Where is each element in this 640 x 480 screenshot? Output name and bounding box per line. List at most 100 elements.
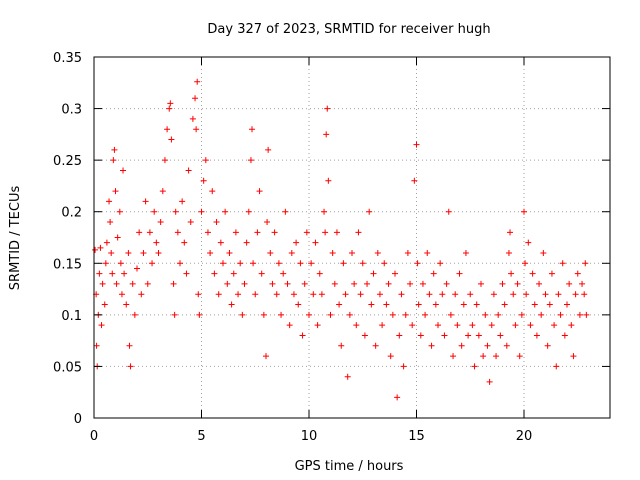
data-point bbox=[415, 301, 422, 308]
data-point bbox=[490, 291, 497, 298]
data-point bbox=[516, 353, 523, 360]
data-point bbox=[211, 270, 218, 277]
data-point bbox=[432, 301, 439, 308]
data-point bbox=[407, 280, 414, 287]
data-point bbox=[118, 291, 125, 298]
data-point bbox=[127, 363, 134, 370]
data-point bbox=[572, 291, 579, 298]
data-point bbox=[260, 311, 267, 318]
data-point bbox=[161, 157, 168, 164]
y-tick-label: 0.25 bbox=[53, 154, 82, 169]
data-point bbox=[523, 291, 530, 298]
data-point bbox=[318, 291, 325, 298]
data-point bbox=[164, 126, 171, 133]
data-point bbox=[329, 249, 336, 256]
data-point bbox=[568, 322, 575, 329]
data-point bbox=[110, 157, 117, 164]
data-point bbox=[493, 353, 500, 360]
data-point bbox=[514, 280, 521, 287]
data-point bbox=[106, 198, 113, 205]
data-point bbox=[325, 177, 332, 184]
data-point bbox=[170, 280, 177, 287]
data-point bbox=[232, 229, 239, 236]
data-point bbox=[366, 208, 373, 215]
data-point bbox=[96, 270, 103, 277]
data-point bbox=[284, 280, 291, 287]
data-point bbox=[531, 301, 538, 308]
data-point bbox=[239, 311, 246, 318]
data-point bbox=[146, 229, 153, 236]
data-point bbox=[254, 229, 261, 236]
data-point bbox=[529, 270, 536, 277]
data-point bbox=[194, 78, 201, 85]
data-point bbox=[200, 177, 207, 184]
data-point bbox=[533, 332, 540, 339]
data-point bbox=[314, 322, 321, 329]
data-point bbox=[187, 219, 194, 226]
data-point bbox=[544, 342, 551, 349]
data-point bbox=[306, 311, 312, 318]
data-point bbox=[121, 270, 128, 277]
data-point bbox=[249, 126, 256, 133]
data-point bbox=[109, 270, 116, 277]
data-point bbox=[355, 229, 362, 236]
data-point bbox=[282, 208, 289, 215]
data-point bbox=[357, 291, 364, 298]
data-point bbox=[400, 363, 407, 370]
y-axis-label: SRMTID / TECUs bbox=[8, 186, 23, 291]
data-point bbox=[471, 363, 478, 370]
data-point bbox=[564, 301, 570, 308]
data-point bbox=[484, 342, 491, 349]
data-point bbox=[125, 249, 132, 256]
data-point bbox=[445, 208, 452, 215]
data-point bbox=[196, 311, 203, 318]
data-point bbox=[324, 105, 331, 112]
data-point bbox=[303, 229, 310, 236]
data-point bbox=[404, 249, 411, 256]
data-point bbox=[536, 280, 543, 287]
data-point bbox=[159, 188, 166, 195]
x-tick-label: 10 bbox=[301, 429, 318, 444]
data-point bbox=[151, 208, 158, 215]
data-point bbox=[336, 301, 343, 308]
data-point bbox=[469, 322, 476, 329]
data-point bbox=[525, 239, 532, 246]
data-point bbox=[409, 322, 416, 329]
data-point bbox=[117, 260, 124, 267]
data-point bbox=[392, 270, 398, 277]
x-tick-label: 15 bbox=[408, 429, 425, 444]
data-point bbox=[340, 260, 347, 267]
data-point bbox=[301, 280, 308, 287]
data-point bbox=[102, 260, 109, 267]
y-tick-label: 0.2 bbox=[61, 206, 82, 221]
data-point bbox=[155, 249, 162, 256]
data-point bbox=[467, 291, 474, 298]
data-point bbox=[114, 234, 121, 241]
x-tick-label: 20 bbox=[516, 429, 533, 444]
data-point bbox=[441, 332, 448, 339]
data-point bbox=[503, 342, 510, 349]
data-point bbox=[237, 260, 244, 267]
data-point bbox=[167, 100, 174, 107]
data-point bbox=[103, 239, 110, 246]
data-point bbox=[136, 229, 143, 236]
data-point bbox=[546, 301, 553, 308]
data-point bbox=[241, 280, 248, 287]
data-point bbox=[226, 249, 233, 256]
data-point bbox=[394, 394, 401, 401]
data-point bbox=[437, 260, 444, 267]
data-point bbox=[372, 342, 379, 349]
y-tick-label: 0 bbox=[74, 412, 82, 427]
data-point bbox=[553, 363, 560, 370]
data-point bbox=[424, 249, 431, 256]
data-point bbox=[551, 322, 558, 329]
data-point bbox=[126, 342, 133, 349]
data-point bbox=[458, 342, 465, 349]
data-point bbox=[447, 311, 454, 318]
data-point bbox=[582, 260, 589, 267]
y-tick-label: 0.35 bbox=[53, 51, 82, 66]
data-point bbox=[166, 105, 173, 112]
data-point bbox=[149, 260, 156, 267]
data-point bbox=[193, 126, 200, 133]
